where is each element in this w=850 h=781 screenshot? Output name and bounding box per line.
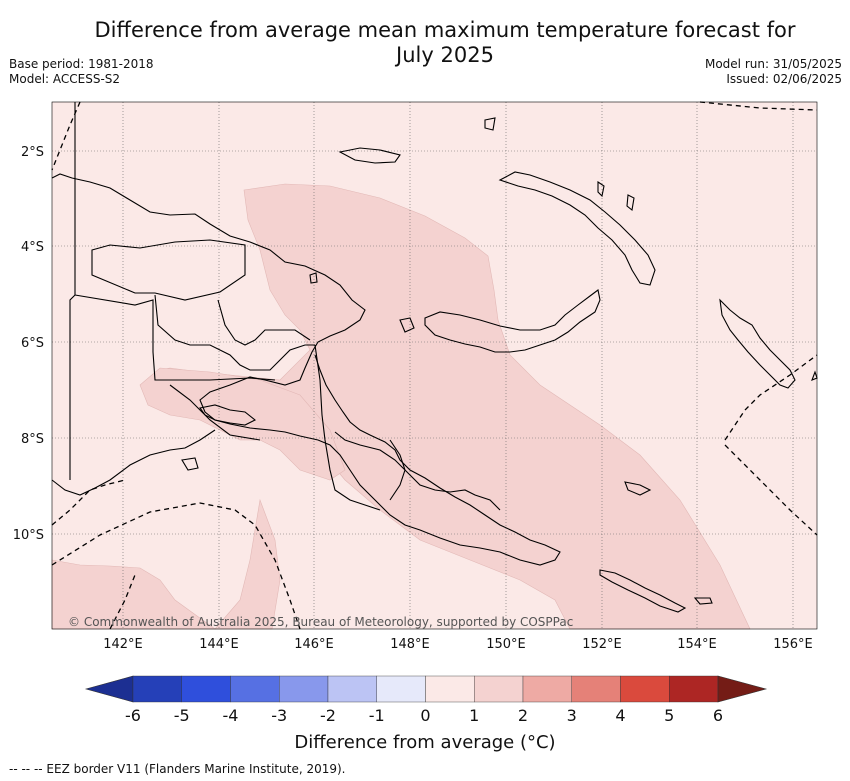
lon-tick: 144°E	[199, 637, 239, 652]
map-panel: © Commonwealth of Australia 2025, Bureau…	[51, 101, 818, 630]
eez-footnote: -- -- -- EEZ border V11 (Flanders Marine…	[9, 762, 346, 776]
colorbar-bin	[669, 675, 719, 703]
lon-tick: 148°E	[390, 637, 430, 652]
lat-tick: 2°S	[21, 145, 44, 160]
lon-tick: 146°E	[294, 637, 334, 652]
lon-tick: 142°E	[103, 637, 143, 652]
colorbar-tick-label: 1	[469, 706, 479, 725]
bougainville-coast	[719, 298, 796, 389]
colorbar-tick-label: 0	[420, 706, 430, 725]
lat-tick: 10°S	[13, 528, 44, 543]
colorbar-tick-label: -6	[125, 706, 141, 725]
meta-left: Base period: 1981-2018 Model: ACCESS-S2	[9, 57, 154, 87]
lat-tick: 4°S	[21, 240, 44, 255]
gridlines	[52, 102, 817, 629]
model-name: Model: ACCESS-S2	[9, 72, 121, 86]
colorbar-bin	[474, 675, 524, 703]
colorbar-tick-label: -3	[271, 706, 287, 725]
copyright-notice: © Commonwealth of Australia 2025, Bureau…	[68, 615, 573, 629]
colorbar-bin	[279, 675, 329, 703]
colorbar-bin	[230, 675, 280, 703]
map-border	[51, 101, 818, 630]
colorbar-bin	[522, 675, 572, 703]
colorbar-bin	[132, 675, 182, 703]
colorbar-bin	[376, 675, 426, 703]
colorbar-tick-label: -1	[369, 706, 385, 725]
colorbar-tick-label: 5	[664, 706, 674, 725]
lat-tick: 8°S	[21, 432, 44, 447]
new-britain-coast	[424, 289, 601, 353]
colorbar-extend-high	[717, 675, 768, 703]
issued-date: Issued: 02/06/2025	[726, 72, 842, 86]
lon-tick: 150°E	[486, 637, 526, 652]
colorbar-bin	[327, 675, 377, 703]
colorbar: -6 -5 -4 -3 -2 -1 0 1 2 3 4 5 6	[84, 675, 768, 725]
lon-tick: 152°E	[582, 637, 622, 652]
anomaly-region-main	[158, 183, 751, 630]
colorbar-tick-label: -4	[223, 706, 239, 725]
colorbar-tick-label: 2	[518, 706, 528, 725]
colorbar-extend-low	[84, 675, 134, 703]
colorbar-tick-label: 4	[615, 706, 625, 725]
lat-ticks: 2°S 4°S 6°S 8°S 10°S	[13, 145, 44, 543]
lon-tick: 156°E	[773, 637, 813, 652]
new-ireland-coast	[498, 171, 656, 286]
colorbar-bin	[620, 675, 670, 703]
lon-ticks: 142°E 144°E 146°E 148°E 150°E 152°E 154°…	[103, 637, 813, 652]
lat-tick: 6°S	[21, 336, 44, 351]
lon-tick: 154°E	[677, 637, 717, 652]
colorbar-tick-label: -5	[174, 706, 190, 725]
colorbar-bin	[571, 675, 621, 703]
manus-island	[338, 147, 401, 164]
international-border	[69, 102, 76, 480]
colorbar-tick-label: -2	[320, 706, 336, 725]
anomaly-region-west	[139, 367, 346, 481]
map-title: Difference from average mean maximum tem…	[94, 18, 796, 67]
colorbar-bin	[425, 675, 475, 703]
base-period: Base period: 1981-2018	[9, 57, 154, 71]
colorbar-tick-label: 3	[567, 706, 577, 725]
new-guinea-coast	[51, 173, 561, 566]
meta-right: Model run: 31/05/2025 Issued: 02/06/2025	[705, 57, 842, 87]
colorbar-bin	[181, 675, 231, 703]
colorbar-title: Difference from average (°C)	[294, 732, 556, 753]
colorbar-tick-label: 6	[713, 706, 723, 725]
model-run: Model run: 31/05/2025	[704, 57, 842, 71]
coastlines	[51, 102, 818, 613]
